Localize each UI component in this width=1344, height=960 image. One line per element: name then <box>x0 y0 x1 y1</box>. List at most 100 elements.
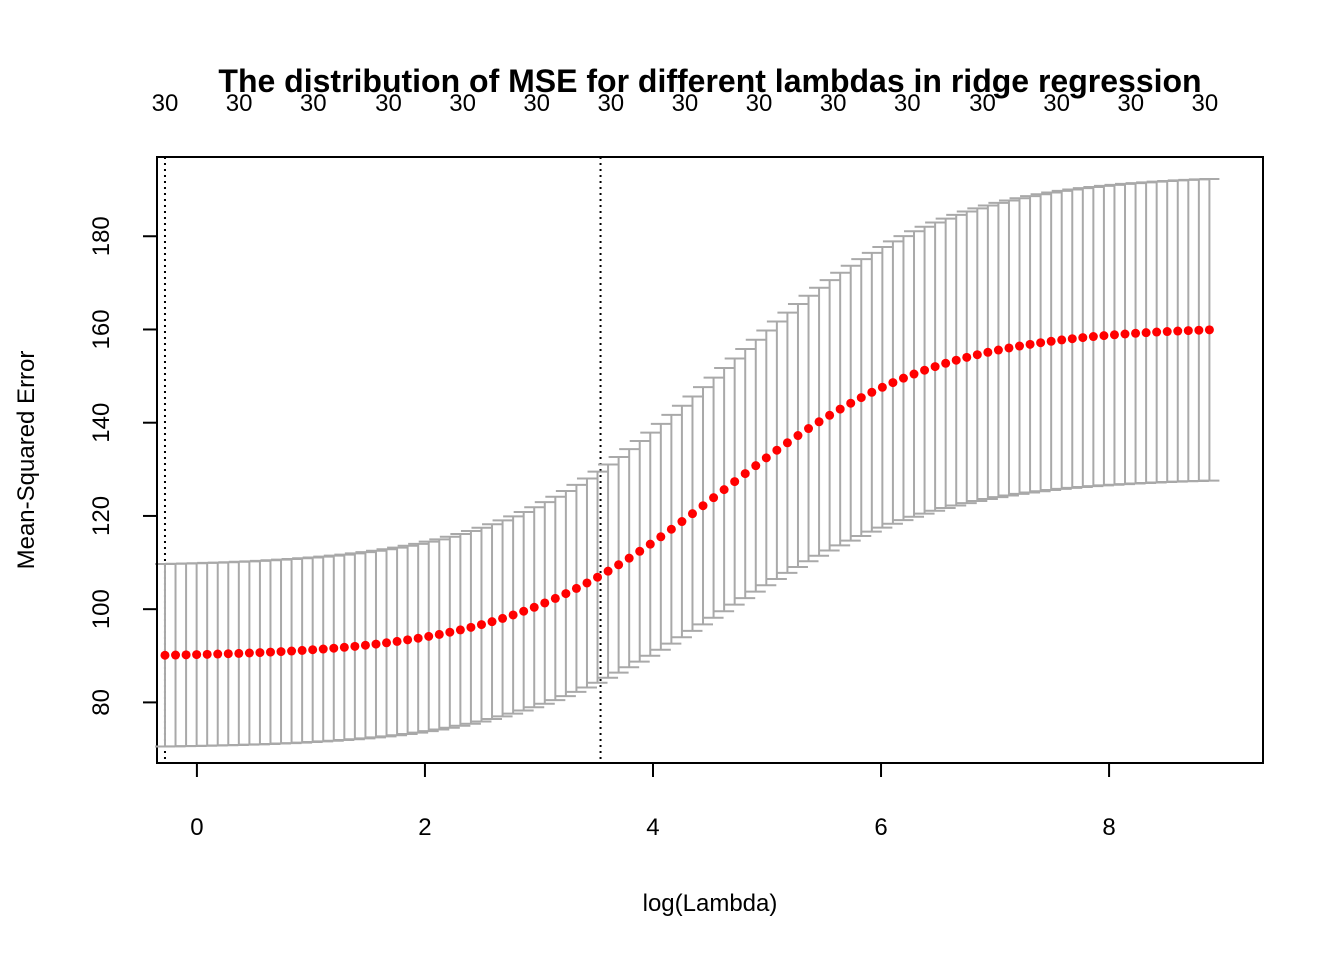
chart-title: The distribution of MSE for different la… <box>218 63 1201 99</box>
top-axis-label: 30 <box>300 90 327 117</box>
data-point <box>645 539 655 549</box>
y-tick-label: 80 <box>88 689 115 716</box>
data-point <box>846 398 856 408</box>
data-point <box>1120 329 1130 339</box>
data-point <box>550 593 560 603</box>
data-point <box>529 602 539 612</box>
data-point <box>1141 328 1151 338</box>
top-axis-label: 30 <box>523 90 550 117</box>
data-point <box>1036 338 1046 348</box>
data-point <box>171 650 181 660</box>
data-point <box>1131 328 1141 338</box>
top-axis-label: 30 <box>969 90 996 117</box>
data-point <box>244 648 254 658</box>
data-point <box>1088 332 1098 342</box>
data-point <box>540 598 550 608</box>
data-point <box>223 649 233 659</box>
data-point <box>930 362 940 372</box>
data-point <box>1004 343 1014 353</box>
data-point <box>413 633 423 643</box>
top-axis-label: 30 <box>597 90 624 117</box>
data-point <box>308 645 318 655</box>
top-axis-label: 30 <box>820 90 847 117</box>
data-point <box>424 631 434 641</box>
data-point <box>804 424 814 434</box>
data-point <box>898 373 908 383</box>
data-point <box>888 378 898 388</box>
data-point <box>825 410 835 420</box>
x-tick-label: 4 <box>646 814 659 841</box>
data-point <box>192 650 202 660</box>
top-axis-label: 30 <box>449 90 476 117</box>
error-bars <box>154 177 1220 748</box>
data-point <box>1173 326 1183 336</box>
y-tick-label: 160 <box>88 309 115 349</box>
top-axis-label: 30 <box>1117 90 1144 117</box>
data-point <box>181 650 191 660</box>
data-point <box>434 629 444 639</box>
data-point <box>276 647 286 657</box>
x-tick-label: 2 <box>418 814 431 841</box>
data-point <box>709 493 719 503</box>
data-point <box>1025 339 1035 349</box>
data-point <box>1152 327 1162 337</box>
y-axis-title: Mean-Squared Error <box>13 351 40 570</box>
x-axis: 0 2 4 6 8 <box>190 762 1116 841</box>
data-point <box>635 546 645 556</box>
data-point <box>909 369 919 379</box>
data-point <box>318 644 328 654</box>
data-point <box>571 583 581 593</box>
data-point <box>772 445 782 455</box>
data-point <box>1078 333 1088 343</box>
data-point <box>677 517 687 527</box>
data-point <box>941 358 951 368</box>
data-point <box>740 469 750 479</box>
data-points <box>160 325 1214 660</box>
top-axis-label: 30 <box>375 90 402 117</box>
data-point <box>761 453 771 463</box>
top-axis-label: 30 <box>672 90 699 117</box>
data-point <box>1109 330 1119 340</box>
data-point <box>476 620 486 630</box>
top-axis-label: 30 <box>1043 90 1070 117</box>
top-axis-label: 30 <box>1191 90 1218 117</box>
data-point <box>519 606 529 616</box>
data-point <box>614 560 624 570</box>
data-point <box>951 355 961 365</box>
data-point <box>466 622 476 632</box>
data-point <box>350 641 360 651</box>
data-point <box>508 610 518 620</box>
top-axis-label: 30 <box>226 90 253 117</box>
data-point <box>856 393 866 403</box>
data-point <box>1046 336 1056 346</box>
data-point <box>561 589 571 599</box>
y-tick-label: 120 <box>88 496 115 536</box>
data-point <box>993 345 1003 355</box>
data-point <box>339 642 349 652</box>
x-tick-label: 8 <box>1102 814 1115 841</box>
top-axis: 30 30 30 30 30 30 30 30 30 30 30 30 30 30 30 <box>152 90 1219 117</box>
data-point <box>582 578 592 588</box>
x-tick-label: 6 <box>874 814 887 841</box>
data-point <box>265 647 275 657</box>
data-point <box>498 613 508 623</box>
data-point <box>445 627 455 637</box>
data-point <box>1183 326 1193 336</box>
data-point <box>698 501 708 511</box>
data-point <box>782 438 792 448</box>
data-point <box>962 352 972 362</box>
data-point <box>687 509 697 519</box>
data-point <box>730 477 740 487</box>
data-point <box>360 640 370 650</box>
data-point <box>1067 334 1077 344</box>
data-point <box>160 650 170 660</box>
top-axis-label: 30 <box>894 90 921 117</box>
data-point <box>751 461 761 471</box>
y-tick-label: 140 <box>88 403 115 443</box>
data-point <box>867 387 877 397</box>
data-point <box>624 553 634 563</box>
x-tick-label: 0 <box>190 814 203 841</box>
top-axis-label: 30 <box>746 90 773 117</box>
data-point <box>666 524 676 534</box>
